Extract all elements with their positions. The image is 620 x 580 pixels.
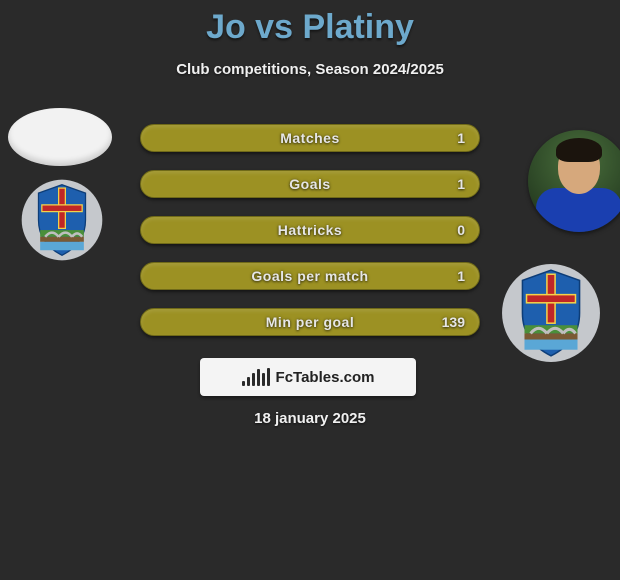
stat-row-matches: Matches 1 — [140, 124, 480, 152]
player-left-avatar — [8, 108, 112, 166]
stat-value: 1 — [457, 268, 465, 284]
stat-label: Goals per match — [251, 268, 368, 284]
page-subtitle: Club competitions, Season 2024/2025 — [0, 47, 620, 78]
date-label: 18 january 2025 — [0, 410, 620, 427]
crest-icon — [20, 178, 104, 262]
stat-label: Min per goal — [266, 314, 354, 330]
crest-icon — [500, 262, 602, 364]
stat-value: 1 — [457, 130, 465, 146]
chart-bars-icon — [242, 368, 270, 386]
stats-list: Matches 1 Goals 1 Hattricks 0 Goals per … — [140, 124, 480, 336]
brand-text: FcTables.com — [276, 369, 375, 386]
stat-row-goals-per-match: Goals per match 1 — [140, 262, 480, 290]
stat-label: Goals — [289, 176, 330, 192]
club-crest-left — [20, 178, 104, 262]
page-title: Jo vs Platiny — [0, 0, 620, 47]
stat-row-hattricks: Hattricks 0 — [140, 216, 480, 244]
stat-row-goals: Goals 1 — [140, 170, 480, 198]
hair-icon — [556, 138, 602, 162]
jersey-icon — [536, 188, 620, 232]
stat-label: Matches — [280, 130, 340, 146]
stat-value: 1 — [457, 176, 465, 192]
stat-value: 0 — [457, 222, 465, 238]
club-crest-right — [500, 262, 602, 364]
player-right-avatar — [528, 130, 620, 232]
stat-row-min-per-goal: Min per goal 139 — [140, 308, 480, 336]
stat-label: Hattricks — [278, 222, 342, 238]
stat-value: 139 — [442, 314, 465, 330]
brand-link[interactable]: FcTables.com — [200, 358, 416, 396]
